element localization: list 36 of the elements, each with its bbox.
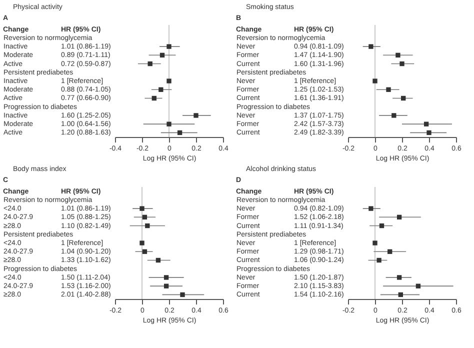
point <box>164 284 169 288</box>
point <box>386 87 391 92</box>
point <box>177 130 182 136</box>
point <box>145 223 150 228</box>
point <box>376 258 382 263</box>
point <box>368 44 374 49</box>
point <box>372 78 378 84</box>
point <box>401 96 406 101</box>
point <box>424 122 429 126</box>
point <box>152 96 156 101</box>
point <box>194 113 198 118</box>
point <box>156 258 161 263</box>
point <box>140 240 144 246</box>
point <box>372 240 378 246</box>
point <box>148 61 152 66</box>
point <box>379 223 384 228</box>
point <box>396 214 402 220</box>
point <box>368 206 374 211</box>
point <box>388 249 392 254</box>
point <box>396 275 402 280</box>
point <box>158 87 164 92</box>
point <box>392 113 396 118</box>
point <box>180 292 185 298</box>
point <box>160 52 165 58</box>
point <box>400 61 404 66</box>
point <box>140 206 144 211</box>
point <box>396 52 400 58</box>
point <box>398 292 403 298</box>
point <box>164 275 169 280</box>
point <box>142 214 148 220</box>
point <box>416 284 421 288</box>
point <box>426 130 432 136</box>
point <box>166 78 172 84</box>
point <box>166 44 172 49</box>
point <box>142 249 148 254</box>
point <box>166 122 172 126</box>
